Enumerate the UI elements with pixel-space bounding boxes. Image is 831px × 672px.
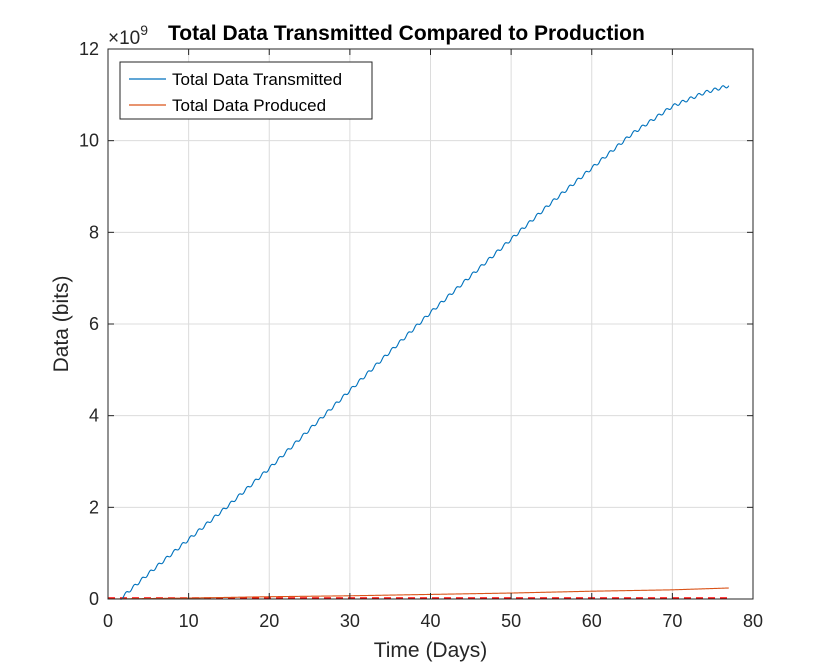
- y-tick-label: 8: [89, 222, 99, 242]
- x-tick-label: 50: [501, 611, 521, 631]
- y-exponent-power: 9: [140, 22, 148, 38]
- series-line-1: [119, 85, 730, 600]
- y-tick-label: 2: [89, 497, 99, 517]
- legend-box: [119, 61, 373, 120]
- legend-label-2: Total Data Produced: [172, 96, 326, 115]
- chart-title: Total Data Transmitted Compared to Produ…: [168, 22, 645, 45]
- x-tick-label: 80: [743, 611, 763, 631]
- plot-lines: [107, 85, 730, 600]
- y-tick-label: 6: [89, 314, 99, 334]
- y-tick-label: 4: [89, 406, 99, 426]
- ticks: 0 10 20 30 40 50 60 70 80 0 2 4 6 8 10 12: [79, 39, 763, 631]
- x-tick-label: 70: [662, 611, 682, 631]
- y-tick-label: 0: [89, 589, 99, 609]
- y-exponent-label: ×109: [108, 22, 148, 49]
- y-tick-label: 12: [79, 39, 99, 59]
- x-tick-label: 10: [179, 611, 199, 631]
- y-tick-label: 10: [79, 131, 99, 151]
- y-exponent-base: ×10: [108, 28, 140, 49]
- legend-label-1: Total Data Transmitted: [172, 70, 342, 89]
- x-tick-label: 40: [420, 611, 440, 631]
- x-axis-label: Time (Days): [374, 639, 488, 662]
- y-axis-label: Data (bits): [50, 276, 73, 373]
- grid: [107, 48, 754, 600]
- x-tick-label: 60: [582, 611, 602, 631]
- x-tick-label: 30: [340, 611, 360, 631]
- x-tick-label: 0: [103, 611, 113, 631]
- x-tick-label: 20: [259, 611, 279, 631]
- series-line-2: [107, 587, 729, 600]
- legend: Total Data Transmitted Total Data Produce…: [119, 61, 373, 120]
